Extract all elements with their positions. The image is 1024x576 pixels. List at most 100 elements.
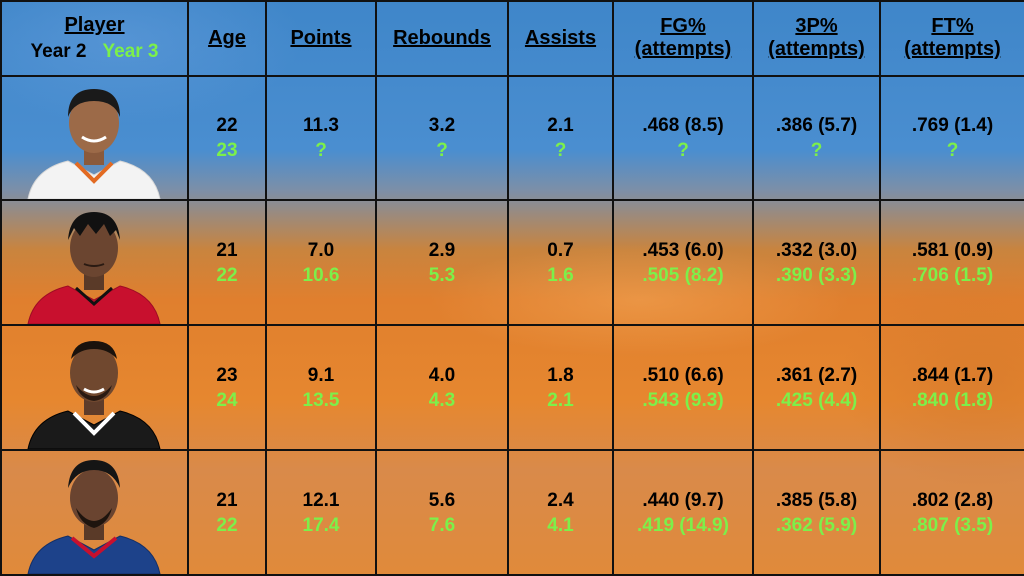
- year2-three: .332 (3.0): [775, 239, 858, 261]
- player-row: 21 22 12.1 17.4 5.6 7.6 2.4 4.1 .440 (9.7) .4…: [0, 449, 1024, 576]
- assists-cell: 1.8 2.1: [507, 324, 614, 452]
- year2-points: 9.1: [307, 364, 335, 386]
- year3-points: 17.4: [302, 514, 340, 536]
- year2-fg: .468 (8.5): [642, 114, 724, 136]
- year2-assists: 0.7: [547, 239, 574, 261]
- player-photo-cell: [0, 74, 189, 202]
- fg-cell: .510 (6.6) .543 (9.3): [612, 324, 754, 452]
- year3-assists: ?: [554, 139, 567, 161]
- three-header-sublabel: (attempts): [768, 38, 865, 61]
- year2-rebounds: 2.9: [428, 239, 456, 261]
- legend-year2: Year 2: [30, 40, 87, 62]
- year2-three: .385 (5.8): [775, 489, 858, 511]
- year2-age: 21: [216, 239, 238, 261]
- three-cell: .332 (3.0) .390 (3.3): [752, 199, 881, 327]
- year2-rebounds: 5.6: [428, 489, 456, 511]
- fg-cell: .440 (9.7) .419 (14.9): [612, 449, 754, 576]
- player-headshot-white-jersey-icon: [27, 89, 161, 199]
- player-photo-cell: [0, 199, 189, 327]
- fg-header: FG% (attempts): [612, 0, 754, 77]
- year3-ft: ?: [946, 139, 959, 161]
- rebounds-cell: 2.9 5.3: [375, 199, 509, 327]
- year3-fg: ?: [677, 139, 689, 161]
- points-header-label: Points: [290, 26, 352, 49]
- age-cell: 21 22: [187, 199, 267, 327]
- fg-cell: .453 (6.0) .505 (8.2): [612, 199, 754, 327]
- points-cell: 7.0 10.6: [265, 199, 377, 327]
- year3-fg: .505 (8.2): [642, 264, 724, 286]
- year3-age: 22: [216, 264, 238, 286]
- fg-header-sublabel: (attempts): [634, 38, 732, 61]
- player-row: 23 24 9.1 13.5 4.0 4.3 1.8 2.1 .510 (6.6) .54…: [0, 324, 1024, 452]
- year3-age: 22: [216, 514, 238, 536]
- assists-cell: 0.7 1.6: [507, 199, 614, 327]
- player-photo-cell: [0, 324, 189, 452]
- ft-cell: .844 (1.7) .840 (1.8): [879, 324, 1024, 452]
- year3-ft: .807 (3.5): [911, 514, 994, 536]
- year3-three: .362 (5.9): [775, 514, 858, 536]
- assists-header-label: Assists: [524, 26, 597, 49]
- player-column-header: Player Year 2 Year 3: [0, 0, 189, 77]
- year2-rebounds: 4.0: [428, 364, 456, 386]
- player-headshot-black-jersey-icon: [27, 341, 161, 449]
- year3-rebounds: 5.3: [428, 264, 456, 286]
- age-header-label: Age: [208, 26, 246, 49]
- age-cell: 23 24: [187, 324, 267, 452]
- year3-rebounds: ?: [436, 139, 448, 161]
- year3-assists: 1.6: [547, 264, 574, 286]
- year2-fg: .510 (6.6): [642, 364, 724, 386]
- year2-ft: .802 (2.8): [911, 489, 994, 511]
- three-cell: .386 (5.7)?: [752, 74, 881, 202]
- year3-age: 23: [216, 139, 238, 161]
- year2-assists: 2.4: [547, 489, 574, 511]
- year3-ft: .706 (1.5): [911, 264, 994, 286]
- fg-header-label: FG%: [660, 15, 706, 38]
- year3-points: ?: [315, 139, 327, 161]
- points-cell: 9.1 13.5: [265, 324, 377, 452]
- year2-rebounds: 3.2: [428, 114, 456, 136]
- ft-cell: .802 (2.8) .807 (3.5): [879, 449, 1024, 576]
- year3-fg: .419 (14.9): [637, 514, 729, 536]
- player-headshot-blue-jersey-icon: [27, 460, 161, 574]
- year2-assists: 2.1: [547, 114, 574, 136]
- header-row: Player Year 2 Year 3 Age Points Rebounds …: [0, 0, 1024, 77]
- year2-three: .361 (2.7): [775, 364, 858, 386]
- player-header-title: Player: [64, 13, 125, 36]
- ft-header-label: FT%: [931, 15, 974, 38]
- year3-points: 13.5: [302, 389, 340, 411]
- year2-three: .386 (5.7): [775, 114, 858, 136]
- year3-points: 10.6: [302, 264, 340, 286]
- legend-year3: Year 3: [102, 40, 159, 62]
- year2-fg: .440 (9.7): [642, 489, 724, 511]
- rebounds-header: Rebounds: [375, 0, 509, 77]
- assists-cell: 2.4 4.1: [507, 449, 614, 576]
- year2-age: 21: [216, 489, 238, 511]
- year2-points: 7.0: [307, 239, 335, 261]
- year2-fg: .453 (6.0): [642, 239, 724, 261]
- year3-assists: 4.1: [547, 514, 574, 536]
- rebounds-cell: 3.2?: [375, 74, 509, 202]
- rebounds-header-label: Rebounds: [393, 26, 491, 49]
- year2-age: 23: [216, 364, 238, 386]
- player-row: 22 23 11.3? 3.2? 2.1? .468 (8.5)? .386 (5…: [0, 74, 1024, 202]
- year2-ft: .844 (1.7): [911, 364, 994, 386]
- year2-age: 22: [216, 114, 238, 136]
- assists-cell: 2.1?: [507, 74, 614, 202]
- year-legend: Year 2 Year 3: [2, 41, 187, 63]
- ft-header: FT% (attempts): [879, 0, 1024, 77]
- year3-three: .390 (3.3): [775, 264, 858, 286]
- year3-three: .425 (4.4): [775, 389, 858, 411]
- rebounds-cell: 5.6 7.6: [375, 449, 509, 576]
- year2-ft: .581 (0.9): [911, 239, 994, 261]
- points-cell: 12.1 17.4: [265, 449, 377, 576]
- year3-assists: 2.1: [547, 389, 574, 411]
- age-cell: 21 22: [187, 449, 267, 576]
- three-header-label: 3P%: [795, 15, 838, 38]
- year2-points: 12.1: [302, 489, 340, 511]
- year3-age: 24: [216, 389, 238, 411]
- player-photo-cell: [0, 449, 189, 576]
- rebounds-cell: 4.0 4.3: [375, 324, 509, 452]
- assists-header: Assists: [507, 0, 614, 77]
